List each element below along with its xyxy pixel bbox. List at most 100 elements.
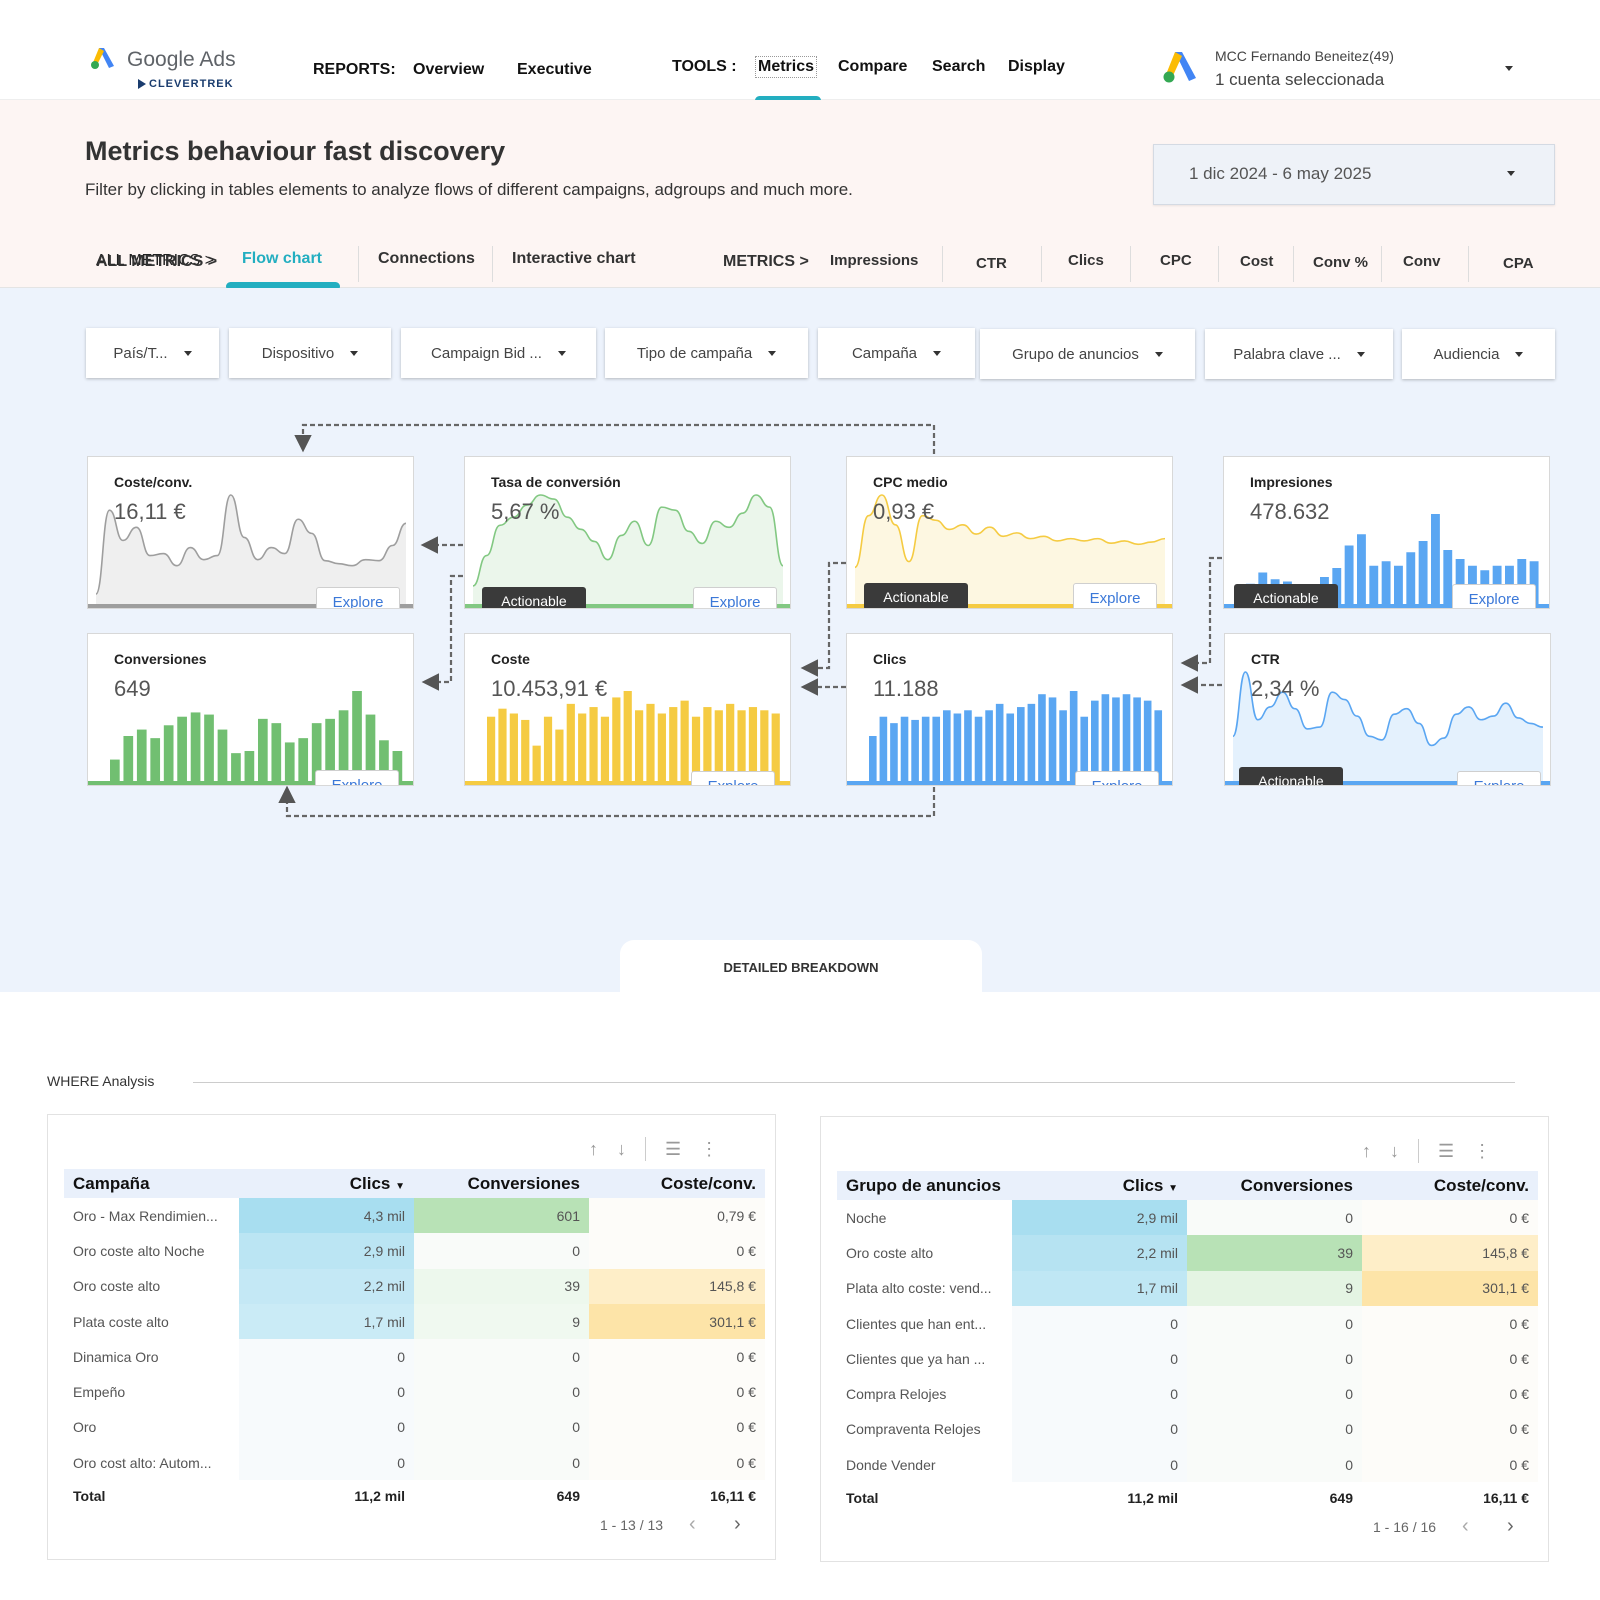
cell-clics[interactable]: 0 <box>1012 1341 1187 1377</box>
metric-tab-cost[interactable]: Cost <box>1240 253 1274 270</box>
cell-coste-conv[interactable]: 0 € <box>589 1233 765 1269</box>
cell-name[interactable]: Dinamica Oro <box>64 1339 239 1375</box>
explore-button[interactable]: Explore <box>693 587 777 608</box>
cell-clics[interactable]: 0 <box>1012 1376 1187 1412</box>
metric-tab-conv-pct[interactable]: Conv % <box>1313 254 1369 271</box>
cell-conversiones[interactable]: 0 <box>414 1339 589 1375</box>
table-row[interactable]: Empeño 0 0 0 € <box>64 1374 765 1410</box>
cell-clics[interactable]: 0 <box>239 1339 414 1375</box>
card-impresiones[interactable]: Impresiones 478.632 Actionable Explore <box>1223 456 1550 609</box>
more-vert-icon[interactable]: ⋮ <box>700 1138 719 1159</box>
nav-display[interactable]: Display <box>1008 58 1065 75</box>
cell-name[interactable]: Oro - Max Rendimien... <box>64 1198 239 1234</box>
col-header-coste-conv[interactable]: Coste/conv. <box>589 1169 765 1198</box>
explore-button[interactable]: Explore <box>1073 583 1157 608</box>
cell-name[interactable]: Empeño <box>64 1374 239 1410</box>
metric-tab-cpa[interactable]: CPA <box>1503 255 1534 272</box>
cell-name[interactable]: Oro cost alto: Autom... <box>64 1445 239 1481</box>
table-row[interactable]: Clientes que ya han ... 0 0 0 € <box>837 1341 1538 1377</box>
cell-clics[interactable]: 1,7 mil <box>1012 1270 1187 1306</box>
cell-name[interactable]: Clientes que ya han ... <box>837 1341 1012 1377</box>
cell-name[interactable]: Oro coste alto <box>837 1235 1012 1271</box>
chevron-left-icon[interactable]: ‹ <box>1462 1515 1469 1537</box>
filter-icon[interactable]: ☰ <box>1438 1140 1455 1161</box>
filter-keyword[interactable]: Palabra clave ... <box>1205 329 1393 379</box>
account-dropdown-icon[interactable] <box>1505 66 1513 71</box>
cell-conversiones[interactable]: 9 <box>1187 1270 1362 1306</box>
cell-coste-conv[interactable]: 0 € <box>589 1339 765 1375</box>
tab-flow-chart[interactable]: Flow chart <box>242 250 323 267</box>
cell-clics[interactable]: 0 <box>239 1409 414 1446</box>
cell-name[interactable]: Oro <box>64 1409 239 1446</box>
col-header-clics[interactable]: Clics ▼ <box>239 1169 414 1198</box>
cell-conversiones[interactable]: 0 <box>1187 1200 1362 1236</box>
cell-conversiones[interactable]: 0 <box>1187 1447 1362 1483</box>
cell-conversiones[interactable]: 0 <box>414 1445 589 1481</box>
col-header-ad-group[interactable]: Grupo de anuncios <box>837 1171 1012 1200</box>
table-row[interactable]: Oro coste alto 2,2 mil 39 145,8 € <box>837 1235 1538 1271</box>
card-coste-conv[interactable]: Coste/conv. 16,11 € Explore <box>87 456 414 609</box>
tab-interactive-chart[interactable]: Interactive chart <box>512 250 636 267</box>
table-row[interactable]: Dinamica Oro 0 0 0 € <box>64 1339 765 1375</box>
arrow-down-icon[interactable]: ↓ <box>1390 1140 1399 1161</box>
nav-search[interactable]: Search <box>932 58 986 75</box>
card-clics[interactable]: Clics 11.188 Explore <box>846 633 1173 786</box>
cell-coste-conv[interactable]: 301,1 € <box>1362 1270 1538 1306</box>
metric-tab-clics[interactable]: Clics <box>1068 252 1104 269</box>
table-row[interactable]: Donde Vender 0 0 0 € <box>837 1447 1538 1483</box>
cell-conversiones[interactable]: 0 <box>1187 1341 1362 1377</box>
cell-clics[interactable]: 0 <box>1012 1305 1187 1342</box>
cell-conversiones[interactable]: 0 <box>414 1374 589 1410</box>
filter-audience[interactable]: Audiencia <box>1402 329 1555 379</box>
metric-tab-conv[interactable]: Conv <box>1403 253 1441 270</box>
cell-conversiones[interactable]: 0 <box>1187 1305 1362 1342</box>
cell-coste-conv[interactable]: 0,79 € <box>589 1198 765 1234</box>
cell-name[interactable]: Clientes que han ent... <box>837 1305 1012 1342</box>
metric-tab-ctr[interactable]: CTR <box>976 255 1007 272</box>
card-conversiones[interactable]: Conversiones 649 Explore <box>87 633 414 786</box>
filter-campaign-type[interactable]: Tipo de campaña <box>605 328 808 378</box>
cell-clics[interactable]: 4,3 mil <box>239 1198 414 1234</box>
chevron-right-icon[interactable]: › <box>1507 1515 1514 1537</box>
table-row[interactable]: Clientes que han ent... 0 0 0 € <box>837 1305 1538 1342</box>
col-header-conversiones[interactable]: Conversiones <box>1187 1171 1362 1200</box>
cell-coste-conv[interactable]: 0 € <box>1362 1200 1538 1236</box>
arrow-up-icon[interactable]: ↑ <box>589 1138 598 1159</box>
metric-tab-impressions[interactable]: Impressions <box>830 252 919 269</box>
cell-coste-conv[interactable]: 0 € <box>1362 1376 1538 1412</box>
nav-metrics[interactable]: Metrics <box>755 56 818 78</box>
cell-conversiones[interactable]: 0 <box>1187 1411 1362 1448</box>
cell-clics[interactable]: 0 <box>1012 1447 1187 1483</box>
cell-clics[interactable]: 2,9 mil <box>239 1233 414 1269</box>
cell-name[interactable]: Compraventa Relojes <box>837 1411 1012 1448</box>
card-ctr[interactable]: CTR 2,34 % Actionable Explore <box>1224 633 1551 786</box>
cell-conversiones[interactable]: 601 <box>414 1198 589 1234</box>
cell-clics[interactable]: 0 <box>1012 1411 1187 1448</box>
nav-overview[interactable]: Overview <box>413 61 485 78</box>
cell-coste-conv[interactable]: 0 € <box>589 1374 765 1410</box>
cell-conversiones[interactable]: 39 <box>414 1268 589 1304</box>
chevron-left-icon[interactable]: ‹ <box>689 1513 696 1535</box>
table-row[interactable]: Oro 0 0 0 € <box>64 1409 765 1446</box>
cell-conversiones[interactable]: 0 <box>1187 1376 1362 1412</box>
card-cpc-medio[interactable]: CPC medio 0,93 € Actionable Explore <box>846 456 1173 609</box>
table-row[interactable]: Compra Relojes 0 0 0 € <box>837 1376 1538 1412</box>
filter-ad-group[interactable]: Grupo de anuncios <box>980 329 1195 379</box>
cell-coste-conv[interactable]: 145,8 € <box>1362 1235 1538 1271</box>
filter-country[interactable]: País/T... <box>86 328 219 378</box>
date-range-picker[interactable]: 1 dic 2024 - 6 may 2025 <box>1153 144 1555 205</box>
filter-campaign[interactable]: Campaña <box>818 328 975 378</box>
cell-clics[interactable]: 2,2 mil <box>1012 1235 1187 1271</box>
cell-name[interactable]: Plata coste alto <box>64 1303 239 1340</box>
explore-button[interactable]: Explore <box>316 587 400 608</box>
tab-connections[interactable]: Connections <box>378 250 475 267</box>
account-selection[interactable]: 1 cuenta seleccionada <box>1215 70 1385 89</box>
table-row[interactable]: Noche 2,9 mil 0 0 € <box>837 1200 1538 1236</box>
explore-button[interactable]: Explore <box>691 771 775 785</box>
table-row[interactable]: Oro - Max Rendimien... 4,3 mil 601 0,79 € <box>64 1198 765 1234</box>
explore-button[interactable]: Explore <box>1452 584 1536 608</box>
table-row[interactable]: Compraventa Relojes 0 0 0 € <box>837 1411 1538 1448</box>
cell-coste-conv[interactable]: 0 € <box>1362 1305 1538 1342</box>
nav-compare[interactable]: Compare <box>838 58 908 75</box>
filter-icon[interactable]: ☰ <box>665 1138 682 1159</box>
